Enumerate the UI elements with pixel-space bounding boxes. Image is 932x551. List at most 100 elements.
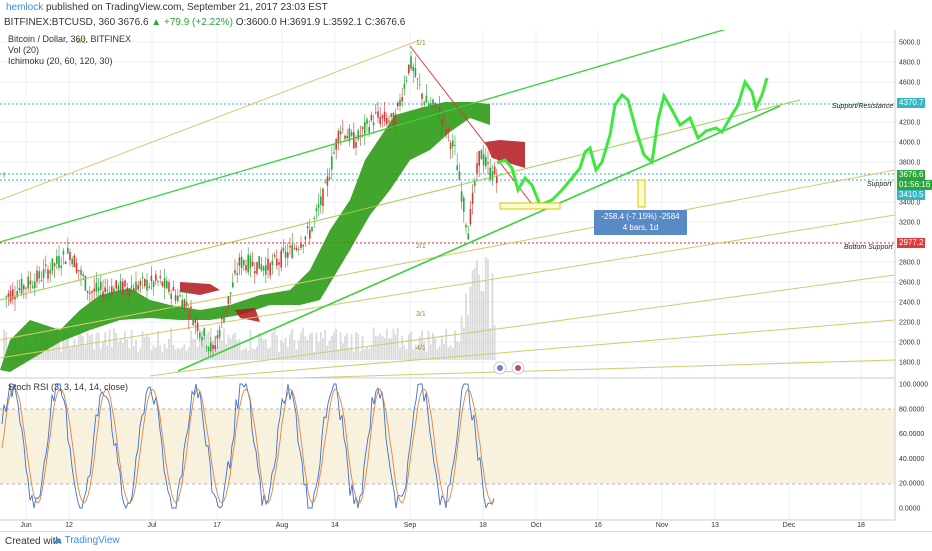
measure-box-horizontal[interactable] bbox=[499, 202, 561, 210]
volume-bar bbox=[487, 258, 489, 360]
price-chart-svg[interactable]: 5000.04800.04600.04400.04200.04000.03800… bbox=[0, 28, 932, 533]
price-axis[interactable]: 5000.04800.04600.04400.04200.04000.03800… bbox=[899, 40, 921, 367]
volume-bar bbox=[187, 347, 190, 360]
stoch-legend[interactable]: Stoch RSI (3, 3, 14, 14, close) bbox=[8, 382, 129, 392]
volume-bar bbox=[341, 343, 344, 360]
candle-body bbox=[91, 291, 93, 294]
candle-body bbox=[313, 218, 315, 219]
stoch-axis[interactable]: 100.0000 80.0000 60.0000 40.0000 20.0000 0.00… bbox=[899, 382, 928, 513]
price-tick-label: 4600.0 bbox=[899, 80, 921, 87]
time-tick-label: 13 bbox=[711, 522, 719, 529]
volume-bar bbox=[198, 328, 201, 360]
candle-body bbox=[397, 102, 399, 107]
time-tick-label: Oct bbox=[531, 522, 542, 529]
volume-bar bbox=[273, 328, 276, 360]
volume-bar bbox=[247, 350, 250, 360]
volume-bar bbox=[418, 336, 421, 360]
candle-body bbox=[177, 295, 179, 301]
fan-label: 1/1 bbox=[416, 40, 426, 47]
symbol-label[interactable]: BITFINEX:BTCUSD, 360 bbox=[4, 17, 116, 28]
candle-body bbox=[344, 135, 346, 139]
volume-legend[interactable]: Vol (20) bbox=[8, 45, 40, 55]
candle-body bbox=[273, 255, 276, 257]
candle-body bbox=[346, 136, 348, 139]
volume-bar bbox=[201, 337, 203, 360]
candle-body bbox=[449, 143, 452, 149]
candle-body bbox=[265, 265, 267, 275]
candle-body bbox=[368, 127, 370, 133]
candle-body bbox=[388, 120, 390, 123]
time-tick-label: 18 bbox=[857, 522, 865, 529]
flag-icon bbox=[497, 365, 503, 371]
volume-bar bbox=[157, 330, 159, 360]
volume-bar bbox=[429, 344, 432, 360]
volume-bar bbox=[438, 345, 441, 360]
tradingview-logo[interactable]: ☁ TradingView bbox=[52, 535, 120, 546]
candle-body bbox=[29, 280, 32, 285]
candle-body bbox=[309, 229, 311, 239]
volume-bar bbox=[482, 291, 485, 360]
note-bottom-support[interactable]: Bottom Support bbox=[844, 244, 893, 251]
candle-body bbox=[102, 291, 104, 299]
candle-body bbox=[194, 318, 197, 323]
channel-lower-line[interactable] bbox=[177, 105, 781, 372]
candle-body bbox=[5, 296, 7, 298]
candle-body bbox=[152, 281, 155, 288]
candle-body bbox=[71, 258, 73, 265]
candle-body bbox=[124, 280, 126, 287]
candle-body bbox=[117, 285, 120, 295]
price-tick-label: 1800.0 bbox=[899, 360, 921, 367]
volume-bar bbox=[192, 338, 195, 360]
channel-upper-line[interactable] bbox=[0, 28, 730, 243]
volume-bar bbox=[394, 333, 397, 360]
candle-body bbox=[427, 103, 430, 106]
time-tick-label: Nov bbox=[656, 522, 669, 529]
candle-body bbox=[421, 93, 423, 99]
channel-middle-line[interactable] bbox=[0, 99, 801, 301]
candle-body bbox=[75, 262, 78, 273]
candle-body bbox=[476, 163, 478, 174]
volume-bar bbox=[102, 342, 104, 360]
volume-bar bbox=[471, 270, 474, 360]
chart-title-legend[interactable]: Bitcoin / Dollar, 360, BITFINEX bbox=[8, 34, 132, 44]
volume-bar bbox=[374, 335, 377, 360]
candle-body bbox=[405, 80, 408, 81]
candle-body bbox=[403, 83, 406, 90]
volume-bar bbox=[317, 341, 320, 360]
time-axis[interactable]: Jun 12 Jul 17 Aug 14 Sep 18 Oct 16 Nov 13 Dec 18 bbox=[20, 522, 865, 529]
chart-area[interactable]: 5000.04800.04600.04400.04200.04000.03800… bbox=[0, 28, 932, 533]
volume-bar bbox=[473, 267, 476, 360]
stoch-tick-label: 40.0000 bbox=[899, 456, 924, 463]
volume-bar bbox=[82, 336, 85, 360]
time-tick-label: 14 bbox=[331, 522, 339, 529]
volume-bar bbox=[5, 331, 8, 360]
volume-bar bbox=[95, 332, 98, 360]
candle-body bbox=[317, 204, 320, 208]
note-support-resistance[interactable]: Support/Resistance bbox=[832, 103, 894, 110]
candle-body bbox=[36, 270, 38, 282]
fan-label: 4/1 bbox=[416, 345, 426, 352]
volume-bar bbox=[141, 331, 144, 360]
volume-bar bbox=[363, 349, 366, 360]
note-support[interactable]: Support bbox=[867, 181, 892, 188]
volume-bar bbox=[465, 293, 467, 360]
candle-body bbox=[269, 263, 271, 276]
volume-bar bbox=[143, 337, 146, 360]
ichimoku-legend[interactable]: Ichimoku (20, 60, 120, 30) bbox=[8, 56, 113, 66]
measure-tooltip: -258.4 (-7.15%) -2584 4 bars, 1d bbox=[594, 210, 687, 235]
measure-box-vertical[interactable] bbox=[637, 179, 646, 208]
candle-body bbox=[271, 260, 274, 266]
candle-body bbox=[163, 278, 166, 288]
candle-body bbox=[262, 266, 265, 271]
candle-body bbox=[23, 285, 25, 290]
fan-line bbox=[199, 319, 895, 378]
volume-bar bbox=[117, 341, 120, 360]
candle-body bbox=[280, 250, 282, 268]
volume-bar bbox=[196, 346, 199, 360]
volume-bar bbox=[108, 329, 111, 360]
gann-fan-lines[interactable] bbox=[0, 39, 895, 378]
volume-bar bbox=[293, 339, 296, 360]
volume-bar bbox=[154, 347, 157, 360]
volume-bar bbox=[306, 340, 309, 360]
author-link[interactable]: hemlock bbox=[6, 2, 44, 13]
